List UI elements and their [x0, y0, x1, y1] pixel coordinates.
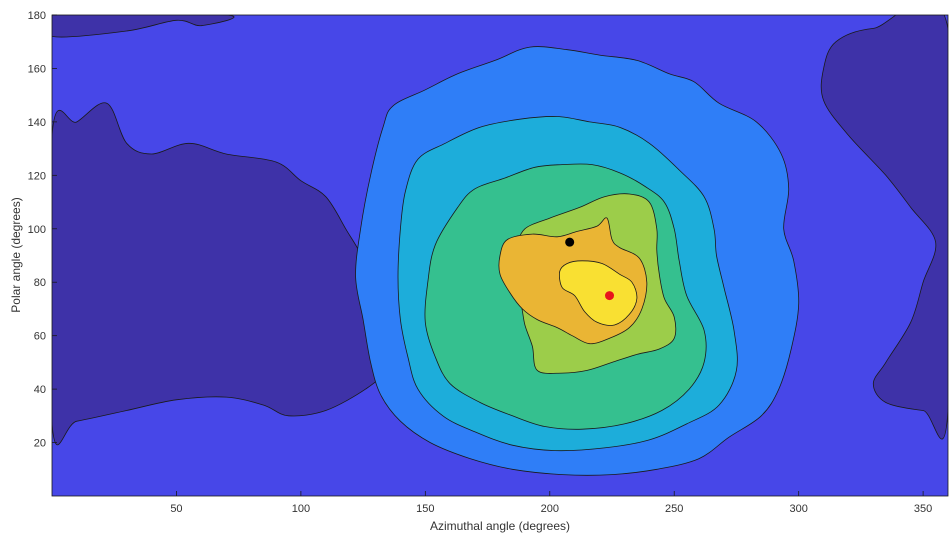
- x-tick-label: 200: [541, 503, 559, 515]
- x-tick-label: 100: [292, 503, 310, 515]
- black-marker: [565, 237, 575, 247]
- y-tick-label: 160: [28, 63, 46, 75]
- y-tick-label: 40: [34, 384, 46, 396]
- y-tick-label: 80: [34, 277, 46, 289]
- y-tick-label: 120: [28, 170, 46, 182]
- axes-frame: [51, 14, 949, 497]
- y-tick-label: 140: [28, 117, 46, 129]
- x-tick-label: 50: [170, 503, 182, 515]
- contour-level-7-region-8: [559, 260, 638, 326]
- x-tick-label: 350: [914, 503, 932, 515]
- x-tick-label: 300: [789, 503, 807, 515]
- red-marker: [605, 291, 615, 301]
- y-axis-label: Polar angle (degrees): [9, 197, 23, 312]
- contour-level-0-region-2: [820, 15, 948, 440]
- x-axis: 50 100 150 200 250 300 350: [170, 491, 932, 515]
- plot-area: [52, 15, 948, 496]
- y-tick-label: 100: [28, 224, 46, 236]
- x-axis-label: Azimuthal angle (degrees): [430, 519, 570, 533]
- x-tick-label: 250: [665, 503, 683, 515]
- y-tick-label: 180: [28, 10, 46, 22]
- y-tick-label: 60: [34, 331, 46, 343]
- y-tick-label: 20: [34, 438, 46, 450]
- x-tick-label: 150: [416, 503, 434, 515]
- y-axis: 20 40 60 80 100 120 140 160 180: [28, 10, 57, 450]
